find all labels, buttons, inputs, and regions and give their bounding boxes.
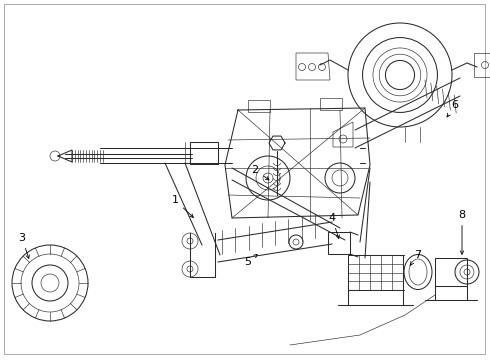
Text: 2: 2 [251, 165, 269, 180]
Text: 4: 4 [328, 213, 340, 238]
Bar [248, 100, 270, 112]
Bar [435, 258, 467, 286]
Text: 5: 5 [245, 255, 257, 267]
Text: 8: 8 [459, 210, 466, 254]
Text: 1: 1 [172, 195, 194, 217]
Bar [190, 142, 218, 164]
Text: 3: 3 [19, 233, 29, 258]
Bar [320, 98, 342, 110]
Text: 6: 6 [447, 100, 459, 117]
Bar [328, 232, 350, 254]
Text: 7: 7 [410, 250, 421, 265]
Bar [348, 255, 403, 290]
